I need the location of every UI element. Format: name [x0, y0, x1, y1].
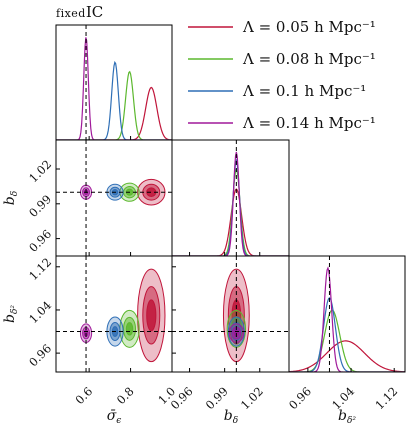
axes-layer: 0.6 0.8 1.00.96 0.99 1.02 0.96 1.04 1.120.960.9… — [2, 136, 400, 426]
legend-label-0: Λ = 0.05 h Mpc⁻¹ — [242, 18, 376, 36]
xlabel-sigma-eps: σ̄ϵ — [107, 408, 122, 426]
density-b_delta-series-3 — [172, 151, 289, 256]
xlabel-b-delta2: bδ² — [338, 408, 356, 426]
panel-b_delta-sigma_eps — [55, 139, 173, 257]
panel-title: fixedIC — [56, 3, 103, 21]
legend-label-3: Λ = 0.14 h Mpc⁻¹ — [242, 114, 376, 132]
ytick-label-b_delta: 0.99 — [26, 192, 54, 220]
panel-b_delta2-sigma_eps — [55, 255, 173, 373]
density-sigma_eps-series-0 — [56, 86, 172, 140]
xtick-label-sigma_eps: 0.8 — [114, 384, 137, 407]
ytick-label-b_delta2: 0.96 — [26, 341, 54, 369]
density-sigma_eps-series-2 — [56, 60, 172, 140]
panel-b_delta-b_delta — [171, 139, 290, 257]
panel-b_delta2-b_delta — [171, 255, 290, 373]
legend-label-2: Λ = 0.1 h Mpc⁻¹ — [242, 82, 366, 100]
contour-sigma_eps-b_delta2-series-1-level-2 — [125, 322, 134, 336]
xtick-label-b_delta: 1.02 — [238, 384, 266, 412]
panel-frame — [288, 255, 406, 373]
density-b_delta2-series-2 — [289, 297, 405, 372]
xtick-label-b_delta2: 1.12 — [372, 384, 400, 412]
density-b_delta-series-0 — [172, 188, 289, 256]
panel-sigma_eps-sigma_eps — [55, 24, 173, 141]
ylabel-b-delta2: bδ² — [2, 305, 20, 323]
panels — [55, 24, 406, 373]
ytick-label-b_delta2: 1.12 — [26, 255, 54, 283]
xtick-label-sigma_eps: 0.6 — [72, 384, 95, 407]
ytick-label-b_delta2: 1.04 — [26, 298, 54, 326]
density-sigma_eps-series-3 — [56, 37, 172, 140]
xlabel-b-delta: bδ — [224, 408, 238, 426]
legend: Λ = 0.05 h Mpc⁻¹ Λ = 0.08 h Mpc⁻¹ Λ = 0.1 … — [188, 18, 376, 132]
density-b_delta2-series-0 — [289, 340, 405, 372]
ytick-label-b_delta: 0.96 — [26, 227, 54, 255]
ytick-label-b_delta: 1.02 — [26, 157, 54, 185]
ylabel-b-delta: bδ — [2, 191, 20, 205]
panel-b_delta2-b_delta2 — [288, 255, 406, 373]
density-sigma_eps-series-1 — [56, 70, 172, 140]
xtick-label-b_delta2: 0.96 — [286, 384, 314, 412]
legend-label-1: Λ = 0.08 h Mpc⁻¹ — [242, 50, 376, 68]
density-b_delta2-series-3 — [289, 266, 405, 372]
contour-sigma_eps-b_delta2-series-0-level-2 — [146, 299, 157, 332]
panel-frame — [55, 24, 173, 141]
